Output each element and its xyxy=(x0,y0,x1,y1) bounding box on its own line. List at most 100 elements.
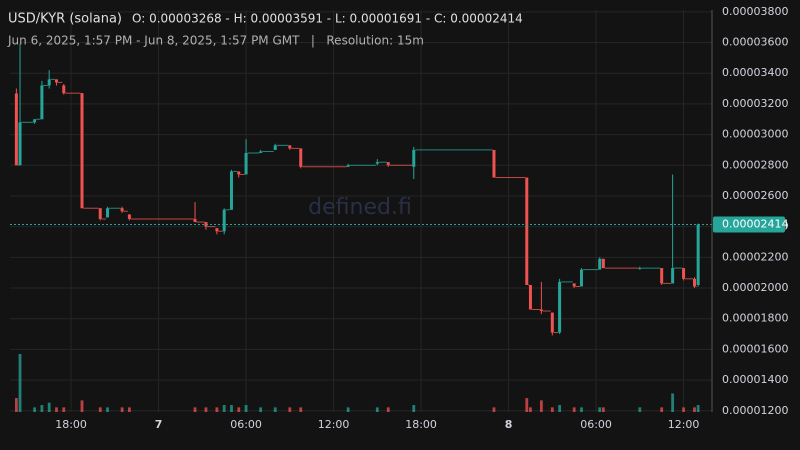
volume-bar xyxy=(696,405,700,412)
last-price-label: 0.00002414 xyxy=(722,218,788,231)
y-tick-label: 0.00003600 xyxy=(722,36,788,49)
candle-body xyxy=(204,222,208,227)
candle-body xyxy=(696,224,700,285)
candle-body xyxy=(660,268,664,284)
volume-bar xyxy=(580,407,583,412)
candle-body xyxy=(47,79,51,86)
volume-bar xyxy=(237,407,241,412)
candle-body xyxy=(54,79,58,83)
x-tick-label: 06:00 xyxy=(230,418,262,431)
volume-bar xyxy=(14,398,18,412)
candle-body xyxy=(598,258,602,270)
candle-body xyxy=(693,278,696,287)
x-tick-label: 18:00 xyxy=(55,418,87,431)
candle-body xyxy=(244,153,248,175)
candle-body xyxy=(492,149,496,178)
volume-bar xyxy=(47,402,51,412)
volume-bar xyxy=(62,407,66,412)
candle-body xyxy=(528,284,532,310)
volume-bar xyxy=(222,405,226,412)
x-tick-label: 12:00 xyxy=(668,418,700,431)
candle-body xyxy=(215,228,219,232)
ohlc-text: O: 0.00003268 - H: 0.00003591 - L: 0.000… xyxy=(132,12,523,26)
y-tick-label: 0.00002800 xyxy=(722,158,788,171)
candle-body xyxy=(229,171,233,210)
volume-bar xyxy=(660,407,664,412)
x-tick-label: 7 xyxy=(155,418,163,431)
volume-bar xyxy=(539,400,543,412)
plot xyxy=(10,43,712,412)
candle-body xyxy=(259,151,263,154)
subtitle: Jun 6, 2025, 1:57 PM - Jun 8, 2025, 1:57… xyxy=(7,34,424,48)
candle-body xyxy=(98,208,102,219)
volume-bar xyxy=(386,407,390,412)
candle-body xyxy=(558,281,562,333)
volume-bar xyxy=(288,407,292,412)
volume-bar xyxy=(215,407,219,412)
candle-body xyxy=(40,85,44,120)
volume-bar xyxy=(106,407,109,412)
y-tick-label: 0.00001800 xyxy=(722,312,788,325)
candle-body xyxy=(539,309,543,312)
volume-bar xyxy=(529,407,532,412)
candle-body xyxy=(375,162,379,164)
y-tick-label: 0.00001400 xyxy=(722,373,788,386)
volume-bar xyxy=(550,407,554,412)
x-tick-label: 12:00 xyxy=(318,418,350,431)
candle-body xyxy=(579,269,583,287)
y-tick-label: 0.00003400 xyxy=(722,66,788,79)
candle-body xyxy=(288,145,292,149)
volume-bar xyxy=(40,405,44,412)
candle-body xyxy=(120,208,124,212)
y-tick-label: 0.00002600 xyxy=(722,189,788,202)
volume-bar xyxy=(558,405,562,412)
volume-bar xyxy=(33,407,37,412)
volume-bar xyxy=(572,407,576,412)
volume-bar xyxy=(204,407,208,412)
x-tick-label: 18:00 xyxy=(405,418,437,431)
volume-bar xyxy=(299,407,303,412)
volume-bar xyxy=(412,405,416,412)
candle-body xyxy=(237,171,241,175)
grid xyxy=(10,10,712,412)
volume-bar xyxy=(273,407,277,412)
volume-bar xyxy=(120,407,124,412)
x-tick-label: 06:00 xyxy=(580,418,612,431)
volume-bar xyxy=(55,407,58,412)
volume-bar xyxy=(682,407,685,412)
volume-bar xyxy=(193,407,197,412)
volume-bar xyxy=(638,407,642,412)
candle-body xyxy=(222,209,226,232)
y-tick-label: 0.00002000 xyxy=(722,281,788,294)
chart-title: USD/KYR (solana) xyxy=(8,12,122,27)
volume-bar xyxy=(18,354,22,412)
last-price-box xyxy=(713,216,785,233)
y-tick-label: 0.00003800 xyxy=(722,5,788,18)
volume-bar xyxy=(598,407,602,412)
volume-bar xyxy=(601,407,605,412)
volume-bar xyxy=(127,407,131,412)
volume-bar xyxy=(375,407,379,412)
candle-body xyxy=(671,268,675,284)
candle-body xyxy=(14,93,18,166)
volume-bar xyxy=(259,407,263,412)
volume-bar xyxy=(693,407,696,412)
volume-bar xyxy=(98,407,102,412)
volume-bar xyxy=(671,393,675,412)
candle-body xyxy=(682,268,686,279)
candle-body xyxy=(62,85,66,94)
candle-body xyxy=(127,214,131,219)
candle-body xyxy=(299,148,303,167)
candle-body xyxy=(80,93,84,209)
y-tick-label: 0.00003200 xyxy=(722,97,788,110)
candle-body xyxy=(550,312,554,333)
candle-body xyxy=(106,208,110,218)
candle-body xyxy=(412,149,416,167)
x-tick-label: 8 xyxy=(505,418,513,431)
y-tick-label: 0.00003000 xyxy=(722,128,788,141)
candle-body xyxy=(33,119,37,123)
candle-body xyxy=(386,162,390,166)
candle-body xyxy=(346,165,350,167)
